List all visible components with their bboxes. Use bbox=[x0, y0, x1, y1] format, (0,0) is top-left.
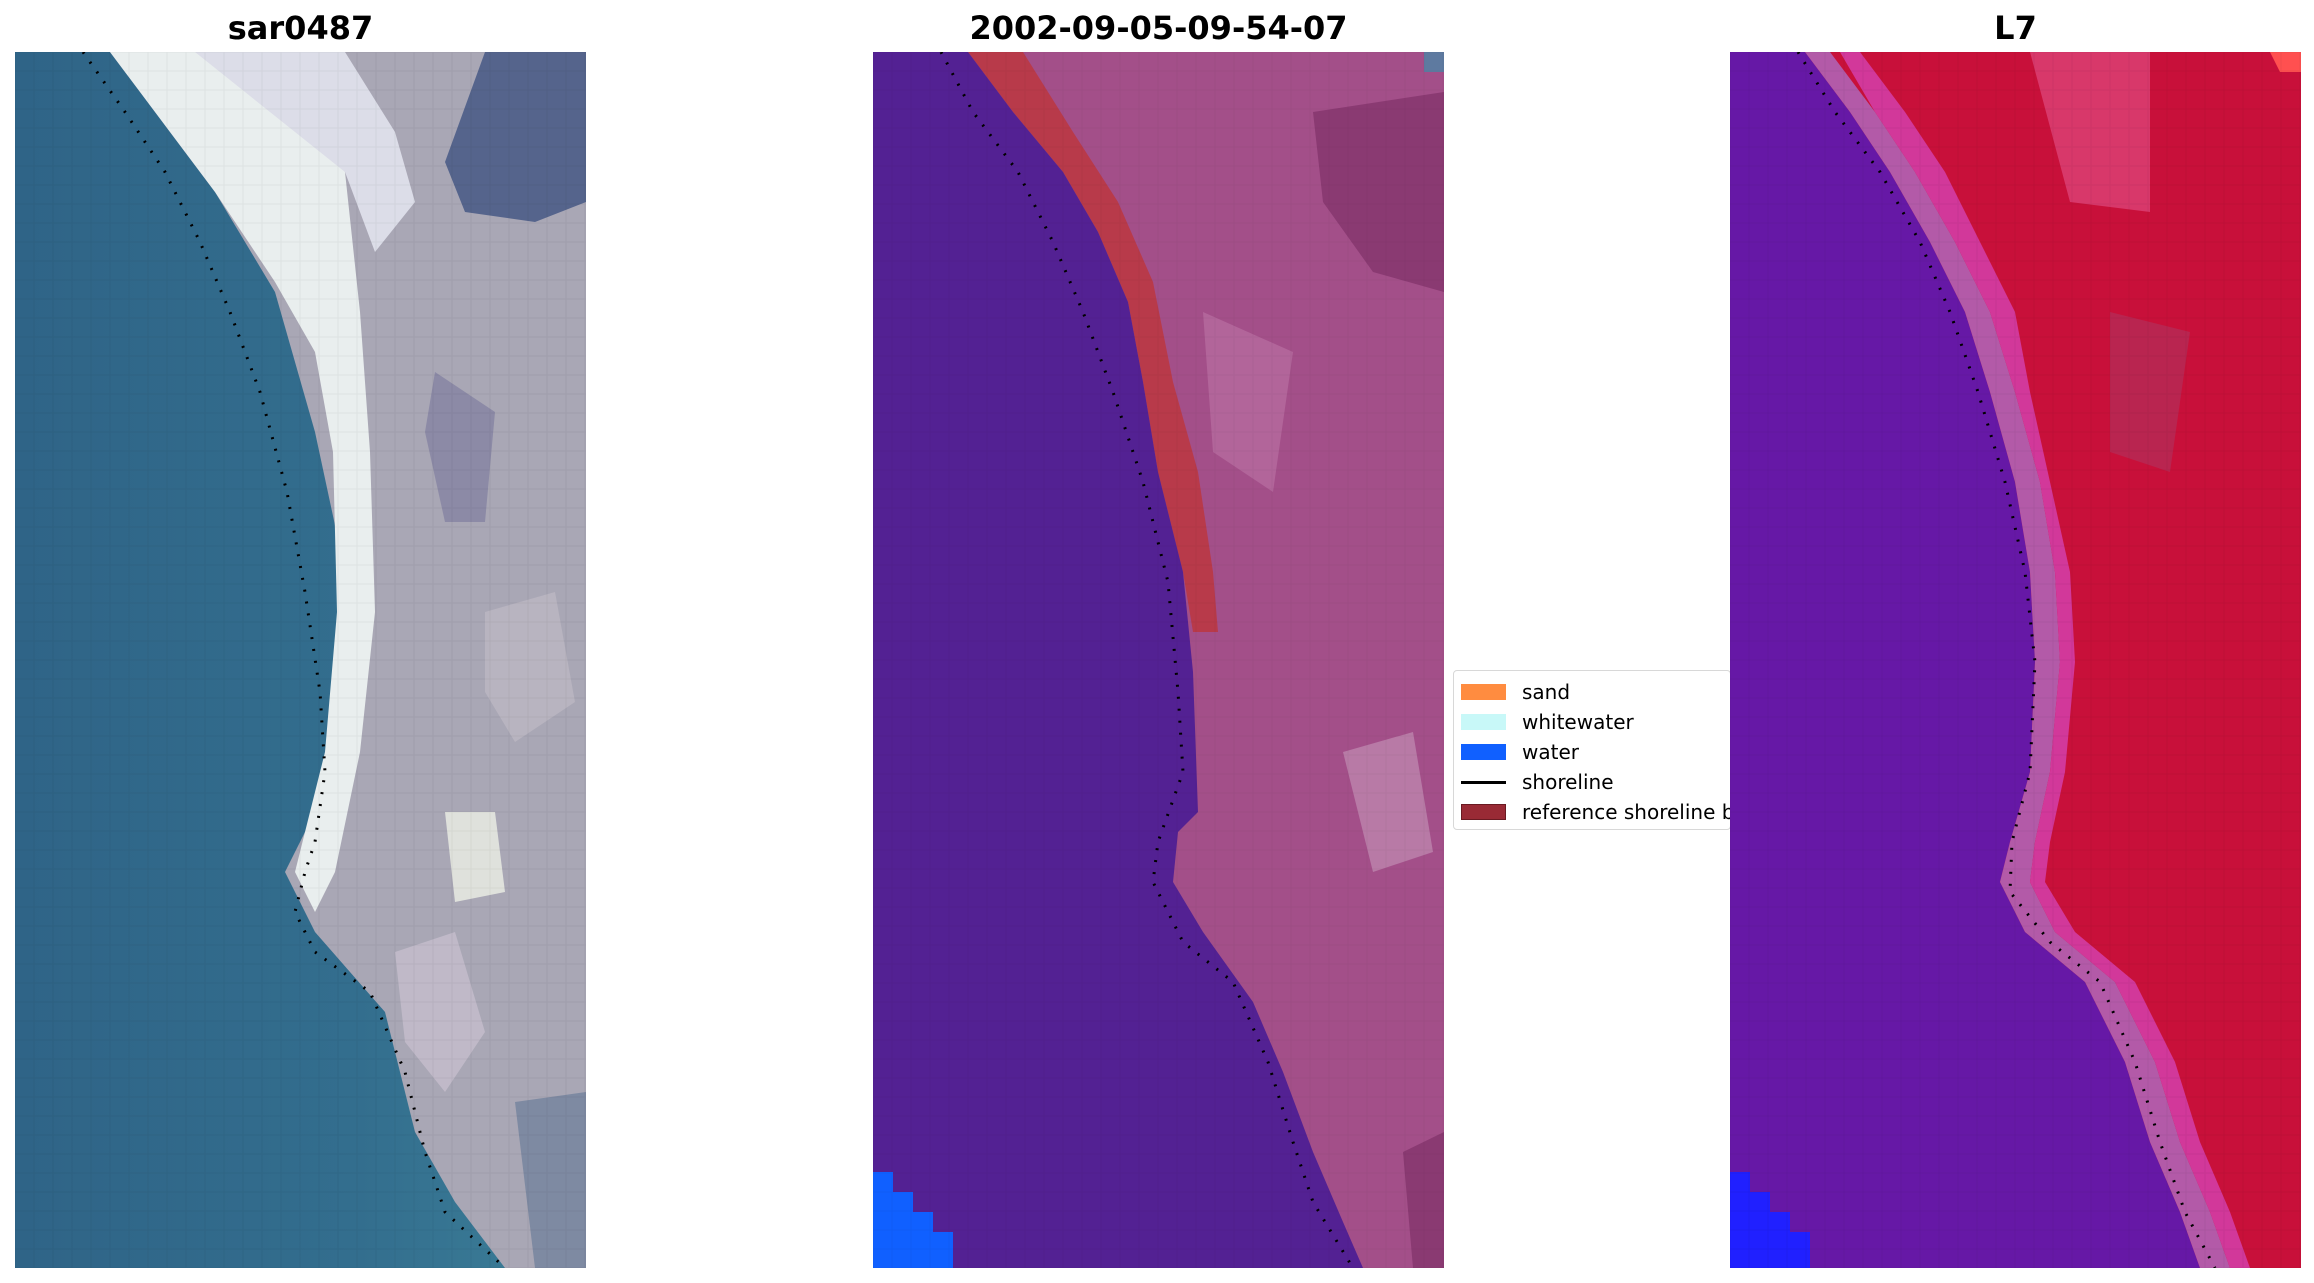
buffer-swatch-icon bbox=[1461, 804, 1506, 820]
legend-label: water bbox=[1522, 740, 1579, 764]
shoreline-line-icon bbox=[1461, 780, 1506, 784]
legend-item-whitewater: whitewater bbox=[1461, 707, 1720, 737]
index-image-panel bbox=[1730, 52, 2301, 1268]
legend-label: shoreline bbox=[1522, 770, 1614, 794]
legend-item-sand: sand bbox=[1461, 677, 1720, 707]
panel-title-3: L7 bbox=[1994, 9, 2037, 47]
legend-item-reference-shoreline-buffer: reference shoreline buffer bbox=[1461, 797, 1730, 827]
legend: sand whitewater water shoreline referenc… bbox=[1453, 670, 1731, 830]
whitewater-swatch-icon bbox=[1461, 714, 1506, 730]
legend-item-water: water bbox=[1461, 737, 1720, 767]
classified-image bbox=[873, 52, 1444, 1268]
legend-label: whitewater bbox=[1522, 710, 1634, 734]
water-swatch-icon bbox=[1461, 744, 1506, 760]
satellite-rgb-image bbox=[15, 52, 586, 1268]
rgb-image-panel bbox=[15, 52, 586, 1268]
panel-title-2: 2002-09-05-09-54-07 bbox=[969, 9, 1348, 47]
panel-title-1: sar0487 bbox=[227, 9, 374, 47]
classified-image-panel bbox=[873, 52, 1444, 1268]
mndwi-index-image bbox=[1730, 52, 2301, 1268]
legend-label: sand bbox=[1522, 680, 1571, 704]
legend-item-shoreline: shoreline bbox=[1461, 767, 1720, 797]
legend-label: reference shoreline buffer bbox=[1522, 800, 1730, 824]
sand-swatch-icon bbox=[1461, 684, 1506, 700]
